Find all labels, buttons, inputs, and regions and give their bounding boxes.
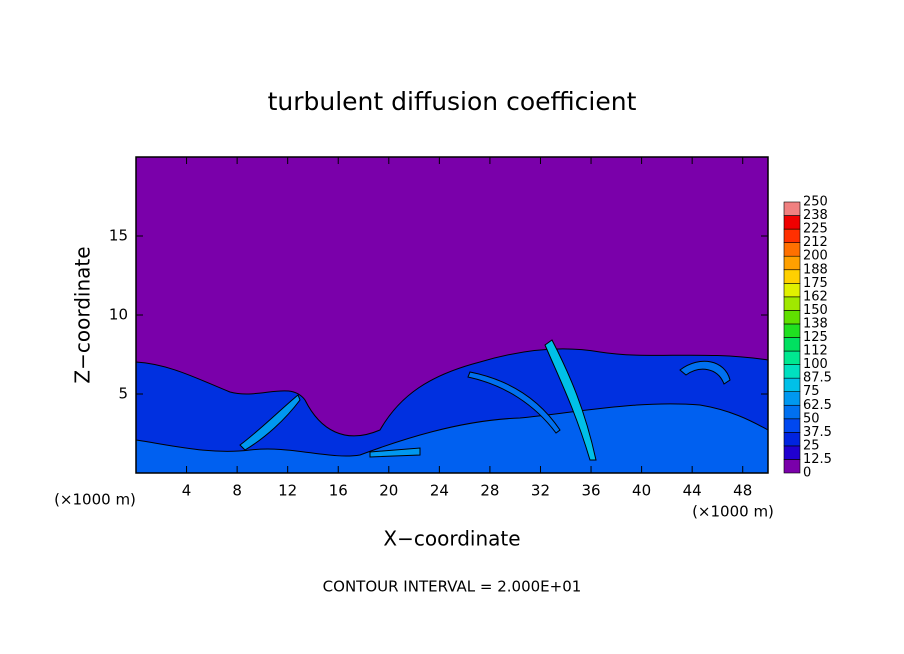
colorbar-band xyxy=(783,404,801,420)
field-streak xyxy=(239,394,301,451)
chart-title: turbulent diffusion coefficient xyxy=(268,87,637,116)
colorbar-label: 225 xyxy=(803,222,828,237)
x-tick-label: 48 xyxy=(733,482,752,500)
footer: CONTOUR INTERVAL = 2.000E+01 xyxy=(323,578,582,596)
colorbar-label: 100 xyxy=(803,357,828,372)
colorbar-band xyxy=(783,459,801,474)
colorbar-label: 138 xyxy=(803,316,828,331)
colorbar-label: 125 xyxy=(803,330,828,345)
colorbar-label: 162 xyxy=(803,289,828,304)
y-tick-label: 10 xyxy=(109,306,128,324)
colorbar-band xyxy=(783,228,801,243)
colorbar-band xyxy=(783,296,801,311)
colorbar-band xyxy=(783,364,801,379)
field-streak xyxy=(467,371,561,434)
colorbar-band xyxy=(783,337,801,352)
colorbar-label: 25 xyxy=(803,438,820,453)
field xyxy=(135,157,769,474)
x-tick-label: 24 xyxy=(430,482,449,500)
x-axis-label: X−coordinate xyxy=(383,527,520,551)
colorbar-label: 12.5 xyxy=(803,452,832,467)
x-tick-label: 20 xyxy=(379,482,398,500)
colorbar-label: 238 xyxy=(803,208,828,223)
field-streak xyxy=(369,447,421,458)
colorbar-band xyxy=(783,282,801,298)
colorbar-label: 212 xyxy=(803,235,828,250)
colorbar-band xyxy=(783,391,801,406)
x-unit: (×1000 m) xyxy=(54,491,136,509)
colorbar-band xyxy=(783,445,801,460)
colorbar-band xyxy=(783,269,801,284)
x-tick-label: 12 xyxy=(278,482,297,500)
x-tick-label: 8 xyxy=(232,482,242,500)
colorbar-band xyxy=(783,242,801,257)
colorbar-label: 87.5 xyxy=(803,371,832,386)
colorbar-label: 62.5 xyxy=(803,398,832,413)
colorbar-band xyxy=(783,310,801,325)
y-axis-label: Z−coordinate xyxy=(71,246,95,383)
x-tick-label: 36 xyxy=(581,482,600,500)
x-unit: (×1000 m) xyxy=(692,503,774,521)
colorbar-band xyxy=(783,323,801,338)
colorbar-band xyxy=(783,201,801,216)
field-core xyxy=(135,403,769,474)
y-tick-label: 15 xyxy=(109,227,128,245)
colorbar-band xyxy=(783,418,801,433)
colorbar-label: 175 xyxy=(803,276,828,291)
colorbar-band xyxy=(783,432,801,447)
colorbar-label: 37.5 xyxy=(803,425,832,440)
x-tick-label: 32 xyxy=(531,482,550,500)
colorbar-band xyxy=(783,215,801,230)
colorbar-label: 188 xyxy=(803,262,828,277)
x-tick-label: 40 xyxy=(632,482,651,500)
field-streak xyxy=(544,339,597,461)
x-tick-label: 28 xyxy=(480,482,499,500)
colorbar-label: 50 xyxy=(803,411,820,426)
colorbar-label: 112 xyxy=(803,344,828,359)
colorbar-label: 150 xyxy=(803,303,828,318)
colorbar-label: 75 xyxy=(803,384,820,399)
colorbar-band xyxy=(783,350,801,365)
x-tick-label: 4 xyxy=(182,482,192,500)
y-tick-label: 5 xyxy=(118,385,128,403)
colorbar-band xyxy=(783,255,801,271)
x-tick-label: 44 xyxy=(683,482,702,500)
colorbar-label: 200 xyxy=(803,249,828,264)
field-streak xyxy=(679,360,731,385)
colorbar-label: 0 xyxy=(803,466,811,481)
colorbar-band xyxy=(783,377,801,392)
colorbar-label: 250 xyxy=(803,195,828,210)
x-tick-label: 16 xyxy=(329,482,348,500)
